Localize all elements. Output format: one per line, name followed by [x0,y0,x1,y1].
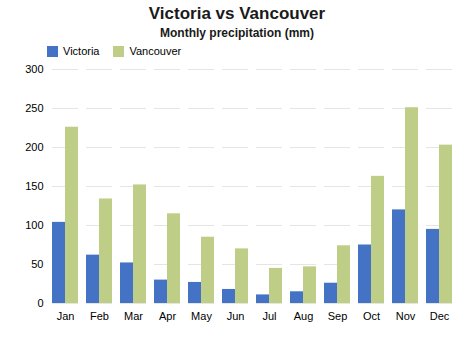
svg-text:Dec: Dec [430,310,450,322]
svg-text:250: 250 [25,102,43,114]
html-text:Victoria vs Vancouver: Victoria vs Vancouver [148,4,326,23]
svg-text:Feb: Feb [90,310,109,322]
html-text:Monthly precipitation (mm): Monthly precipitation (mm) [160,26,314,40]
svg-text:Jun: Jun [227,310,245,322]
svg-text:Mar: Mar [124,310,143,322]
svg-text:Aug: Aug [294,310,314,322]
svg-text:May: May [191,310,212,322]
html-text:Victoria: Victoria [63,45,100,57]
svg-text:100: 100 [25,219,43,231]
svg-text:200: 200 [25,141,43,153]
svg-text:Apr: Apr [159,310,176,322]
html-text:Vancouver: Vancouver [129,45,182,57]
svg-text:Oct: Oct [363,310,380,322]
svg-text:300: 300 [25,63,43,75]
svg-text:Sep: Sep [328,310,348,322]
svg-text:Nov: Nov [396,310,416,322]
svg-text:Jan: Jan [57,310,75,322]
svg-text:50: 50 [31,258,43,270]
svg-text:0: 0 [37,297,43,309]
svg-text:Jul: Jul [262,310,276,322]
svg-text:150: 150 [25,180,43,192]
